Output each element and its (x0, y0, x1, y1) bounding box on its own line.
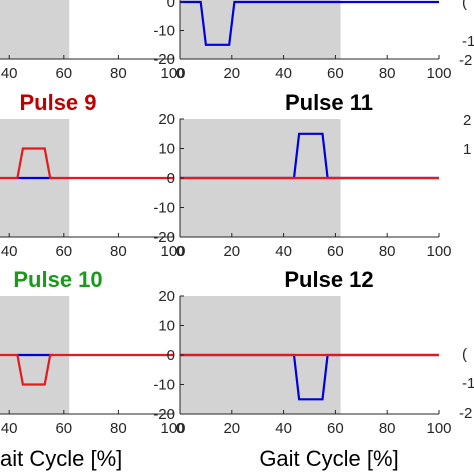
y-tick-label: 0 (167, 0, 175, 11)
y-tick-label: -20 (153, 51, 175, 68)
series-line-blue-0 (180, 0, 439, 46)
series-line-red-1 (0, 353, 173, 386)
x-axis-label-right: Gait Cycle [%] (259, 446, 398, 471)
panel-title-pulse-10: Pulse 10 (13, 267, 102, 292)
x-tick-label: 60 (55, 243, 72, 260)
x-tick-label: 40 (275, 243, 292, 260)
y-tick-label: 0 (167, 347, 175, 364)
right-edge-tick-4: 2 (463, 112, 471, 129)
y-tick-label: 20 (158, 111, 175, 128)
right-edge-tick-2: -1 (462, 33, 474, 50)
x-tick-label: 20 (223, 243, 240, 260)
x-tick-label: 80 (379, 420, 396, 437)
right-edge-tick-5: 1 (463, 141, 471, 158)
y-tick-label: 20 (158, 288, 175, 305)
x-tick-label: 80 (379, 65, 396, 82)
right-edge-tick-8: -2 (459, 405, 472, 422)
x-tick-label: 60 (327, 243, 344, 260)
x-tick-label: 40 (275, 420, 292, 437)
series-line-red-1 (0, 147, 173, 180)
x-tick-label: 20 (223, 420, 240, 437)
x-tick-label: 80 (110, 420, 127, 437)
x-tick-label: 100 (426, 420, 451, 437)
x-tick-label: 80 (110, 65, 127, 82)
x-tick-label: 100 (160, 65, 185, 82)
x-tick-label: 0 (176, 65, 184, 82)
x-tick-label: 100 (160, 420, 185, 437)
right-edge-tick-6: ( (462, 346, 467, 363)
x-tick-label: 0 (176, 243, 184, 260)
x-axis-label-left: ait Cycle [%] (0, 446, 122, 471)
panel-pulse-9: 40 60 80 100 (0, 119, 186, 260)
panel-title-pulse-9: Pulse 9 (19, 90, 96, 115)
x-tick-label: 60 (55, 420, 72, 437)
x-tick-label: 40 (1, 243, 18, 260)
x-tick-label: 100 (426, 65, 451, 82)
x-tick-label: 80 (379, 243, 396, 260)
y-tick-label: 10 (158, 318, 175, 335)
panel-title-pulse-12: Pulse 12 (284, 267, 373, 292)
y-tick-label: -10 (153, 377, 175, 394)
x-tick-label: 40 (1, 65, 18, 82)
stance-shading (0, 0, 70, 59)
right-edge-tick-1: ( (462, 0, 467, 11)
x-tick-label: 60 (327, 65, 344, 82)
panel-top-left: 40 60 80 100 (0, 0, 186, 82)
y-tick-label: -10 (153, 23, 175, 40)
y-tick-label: 10 (158, 141, 175, 158)
panel-pulse-10: 40 60 80 100 (0, 296, 186, 437)
x-tick-label: 60 (327, 420, 344, 437)
x-tick-label: 100 (426, 243, 451, 260)
right-edge-tick-7: -1 (462, 375, 474, 392)
stance-shading (180, 0, 341, 59)
y-tick-label: -20 (153, 229, 175, 246)
x-tick-label: 80 (110, 243, 127, 260)
x-tick-label: 0 (176, 420, 184, 437)
y-tick-label: -10 (153, 200, 175, 217)
right-edge-tick-3: -2 (459, 52, 472, 69)
y-tick-label: 0 (167, 170, 175, 187)
x-tick-label: 60 (55, 65, 72, 82)
x-tick-label: 40 (275, 65, 292, 82)
x-tick-label: 100 (160, 243, 185, 260)
x-tick-label: 40 (1, 420, 18, 437)
y-tick-label: -20 (153, 406, 175, 423)
x-tick-label: 20 (223, 65, 240, 82)
panel-title-pulse-11: Pulse 11 (285, 90, 373, 115)
